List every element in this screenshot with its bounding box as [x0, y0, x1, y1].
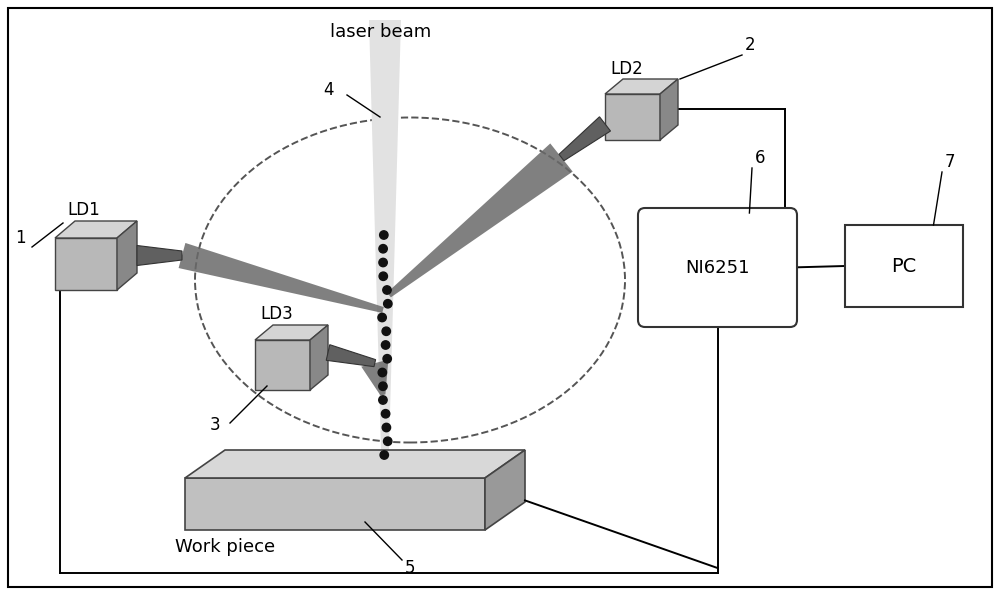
Circle shape: [383, 286, 391, 294]
Circle shape: [378, 314, 386, 322]
Polygon shape: [380, 467, 391, 490]
Circle shape: [379, 258, 387, 267]
Text: 2: 2: [745, 36, 756, 54]
Circle shape: [378, 368, 387, 377]
Circle shape: [379, 245, 387, 253]
Circle shape: [379, 396, 387, 404]
Circle shape: [381, 409, 390, 418]
Text: Work piece: Work piece: [175, 538, 275, 556]
Text: 5: 5: [405, 559, 416, 577]
Polygon shape: [55, 221, 137, 238]
Polygon shape: [660, 79, 678, 140]
Polygon shape: [179, 243, 384, 313]
Polygon shape: [137, 246, 182, 265]
Circle shape: [382, 423, 391, 432]
Circle shape: [379, 382, 387, 390]
Polygon shape: [117, 221, 137, 290]
Polygon shape: [255, 325, 328, 340]
Polygon shape: [485, 450, 525, 530]
Circle shape: [380, 451, 388, 459]
Circle shape: [379, 272, 387, 280]
Polygon shape: [387, 143, 573, 298]
Polygon shape: [605, 79, 678, 94]
Polygon shape: [361, 359, 388, 396]
Text: 4: 4: [323, 81, 334, 99]
Text: 6: 6: [755, 149, 766, 167]
Polygon shape: [185, 478, 485, 530]
Text: LD3: LD3: [260, 305, 293, 323]
Circle shape: [384, 437, 392, 446]
Circle shape: [380, 231, 388, 239]
Circle shape: [382, 327, 390, 336]
Text: 1: 1: [15, 229, 26, 247]
Polygon shape: [326, 345, 376, 367]
Text: laser beam: laser beam: [330, 23, 431, 41]
Polygon shape: [559, 117, 611, 161]
Circle shape: [381, 341, 390, 349]
FancyBboxPatch shape: [638, 208, 797, 327]
Polygon shape: [369, 20, 401, 467]
Circle shape: [384, 299, 392, 308]
Bar: [845, 225, 963, 307]
Text: 7: 7: [945, 153, 955, 171]
Polygon shape: [605, 94, 660, 140]
Polygon shape: [55, 238, 117, 290]
Polygon shape: [255, 340, 310, 390]
Polygon shape: [185, 450, 525, 478]
Text: 3: 3: [210, 416, 221, 434]
Polygon shape: [310, 325, 328, 390]
Text: LD2: LD2: [610, 60, 643, 78]
Text: PC: PC: [891, 256, 917, 275]
Circle shape: [383, 355, 391, 363]
Text: NI6251: NI6251: [685, 258, 750, 277]
Text: LD1: LD1: [67, 201, 100, 219]
